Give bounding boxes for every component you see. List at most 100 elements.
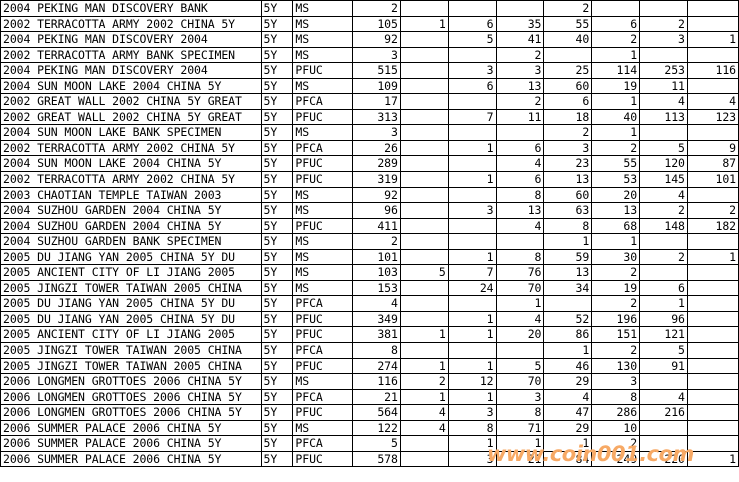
table-row[interactable]: 2004 PEKING MAN DISCOVERY BANK 5Y MS 2 2	[0, 0, 739, 17]
cell-g4: 59	[543, 249, 593, 266]
cell-g7	[687, 326, 739, 344]
cell-description: 2004 SUN MOON LAKE 2004 CHINA 5Y	[0, 155, 262, 173]
table-row[interactable]: 2006 SUMMER PALACE 2006 CHINA 5Y 5Y MS 122 4…	[0, 420, 739, 437]
cell-g1	[400, 140, 449, 157]
table-row[interactable]: 2005 ANCIENT CITY OF LI JIANG 2005 5Y MS 10…	[0, 264, 739, 281]
cell-g7: 87	[687, 155, 739, 173]
cell-total: 105	[352, 16, 401, 33]
table-row[interactable]: 2002 GREAT WALL 2002 CHINA 5Y GREAT 5Y PFC…	[0, 93, 739, 110]
table-row[interactable]: 2004 SUN MOON LAKE 2004 CHINA 5Y 5Y MS 109 6…	[0, 78, 739, 95]
cell-g5: 2	[591, 435, 641, 452]
table-row[interactable]: 2002 TERRACOTTA ARMY 2002 CHINA 5Y 5Y PFUC…	[0, 171, 739, 188]
cell-description: 2005 JINGZI TOWER TAIWAN 2005 CHINA	[0, 358, 262, 375]
table-row[interactable]: 2006 LONGMEN GROTTOES 2006 CHINA 5Y 5Y PFC…	[0, 389, 739, 406]
cell-g4: 60	[543, 78, 593, 95]
table-row[interactable]: 2002 TERRACOTTA ARMY BANK SPECIMEN 5Y MS 3 2…	[0, 47, 739, 64]
table-row[interactable]: 2004 SUN MOON LAKE BANK SPECIMEN 5Y MS 3 2 1	[0, 124, 739, 141]
cell-g2: 3	[448, 404, 497, 421]
table-row[interactable]: 2004 PEKING MAN DISCOVERY 2004 5Y MS 92 5 41 4…	[0, 31, 739, 48]
cell-g7	[687, 264, 739, 281]
table-row[interactable]: 2004 SUZHOU GARDEN 2004 CHINA 5Y 5Y PFUC 41…	[0, 218, 739, 235]
cell-g5: 286	[591, 404, 641, 421]
table-row[interactable]: 2006 LONGMEN GROTTOES 2006 CHINA 5Y 5Y MS 1…	[0, 373, 739, 390]
cell-g3: 8	[496, 187, 545, 204]
cell-total: 101	[352, 249, 401, 266]
cell-grade: MS	[292, 47, 353, 64]
cell-grade: MS	[292, 78, 353, 95]
cell-denomination: 5Y	[261, 404, 294, 421]
cell-g2: 3	[448, 62, 497, 79]
cell-description: 2005 DU JIANG YAN 2005 CHINA 5Y DU	[0, 311, 262, 328]
cell-g6: 148	[639, 218, 688, 235]
cell-grade: PFCA	[292, 93, 353, 110]
cell-g2: 7	[448, 109, 497, 126]
cell-g1	[400, 31, 449, 48]
cell-g3: 1	[496, 435, 545, 452]
cell-total: 319	[352, 171, 401, 188]
cell-g5: 68	[591, 218, 641, 235]
cell-description: 2002 TERRACOTTA ARMY 2002 CHINA 5Y	[0, 16, 262, 33]
cell-g2	[448, 342, 497, 359]
table-row[interactable]: 2005 DU JIANG YAN 2005 CHINA 5Y DU 5Y PFUC…	[0, 311, 739, 328]
cell-g3: 76	[496, 264, 545, 281]
cell-description: 2006 SUMMER PALACE 2006 CHINA 5Y	[0, 451, 262, 468]
cell-g3: 71	[496, 420, 545, 437]
cell-description: 2002 GREAT WALL 2002 CHINA 5Y GREAT	[0, 109, 262, 126]
table-row[interactable]: 2003 CHAOTIAN TEMPLE TAIWAN 2003 5Y MS 92 8 6…	[0, 187, 739, 204]
cell-g2	[448, 124, 497, 141]
cell-total: 5	[352, 435, 401, 452]
table-row[interactable]: 2005 ANCIENT CITY OF LI JIANG 2005 5Y PFUC…	[0, 326, 739, 344]
cell-grade: PFUC	[292, 451, 353, 468]
cell-g2	[448, 155, 497, 173]
cell-g1: 1	[400, 358, 449, 375]
cell-g7: 9	[687, 140, 739, 157]
cell-description: 2005 DU JIANG YAN 2005 CHINA 5Y DU	[0, 249, 262, 266]
cell-g2	[448, 47, 497, 64]
cell-g7: 1	[687, 31, 739, 48]
table-row[interactable]: 2005 JINGZI TOWER TAIWAN 2005 CHINA 5Y MS 1…	[0, 280, 739, 297]
cell-grade: PFCA	[292, 435, 353, 452]
coin-population-table: 2004 PEKING MAN DISCOVERY BANK 5Y MS 2 2 2002…	[0, 0, 739, 468]
cell-g1	[400, 435, 449, 452]
cell-g5: 6	[591, 16, 641, 33]
cell-g6: 11	[639, 78, 688, 95]
cell-description: 2002 TERRACOTTA ARMY 2002 CHINA 5Y	[0, 140, 262, 157]
cell-g7	[687, 389, 739, 406]
cell-g3: 6	[496, 171, 545, 188]
cell-total: 92	[352, 187, 401, 204]
table-row[interactable]: 2005 DU JIANG YAN 2005 CHINA 5Y DU 5Y MS 10…	[0, 249, 739, 266]
table-row[interactable]: 2006 LONGMEN GROTTOES 2006 CHINA 5Y 5Y PFU…	[0, 404, 739, 421]
cell-g6: 216	[639, 404, 688, 421]
cell-g2: 7	[448, 264, 497, 281]
table-row[interactable]: 2004 SUZHOU GARDEN BANK SPECIMEN 5Y MS 2 1 1	[0, 233, 739, 250]
cell-description: 2004 PEKING MAN DISCOVERY BANK	[0, 0, 262, 17]
cell-g7	[687, 47, 739, 64]
table-row[interactable]: 2004 SUN MOON LAKE 2004 CHINA 5Y 5Y PFUC 28…	[0, 155, 739, 173]
cell-g7	[687, 311, 739, 328]
cell-g6	[639, 124, 688, 141]
cell-g6: 4	[639, 187, 688, 204]
cell-g1	[400, 202, 449, 219]
table-row[interactable]: 2004 PEKING MAN DISCOVERY 2004 5Y PFUC 515 3…	[0, 62, 739, 79]
cell-grade: PFCA	[292, 295, 353, 312]
table-row[interactable]: 2004 SUZHOU GARDEN 2004 CHINA 5Y 5Y MS 96 3 1…	[0, 202, 739, 219]
table-row[interactable]: 2005 DU JIANG YAN 2005 CHINA 5Y DU 5Y PFCA…	[0, 295, 739, 312]
table-row[interactable]: 2002 TERRACOTTA ARMY 2002 CHINA 5Y 5Y MS 10…	[0, 16, 739, 33]
table-row[interactable]: 2005 JINGZI TOWER TAIWAN 2005 CHINA 5Y PFU…	[0, 358, 739, 375]
table-row[interactable]: 2006 SUMMER PALACE 2006 CHINA 5Y 5Y PFCA 5 1…	[0, 435, 739, 452]
cell-g2: 1	[448, 140, 497, 157]
cell-grade: PFUC	[292, 311, 353, 328]
table-row[interactable]: 2005 JINGZI TOWER TAIWAN 2005 CHINA 5Y PFC…	[0, 342, 739, 359]
cell-denomination: 5Y	[261, 109, 294, 126]
cell-g5	[591, 0, 641, 17]
cell-description: 2004 SUZHOU GARDEN 2004 CHINA 5Y	[0, 218, 262, 235]
cell-total: 515	[352, 62, 401, 79]
cell-g7	[687, 373, 739, 390]
table-row[interactable]: 2006 SUMMER PALACE 2006 CHINA 5Y 5Y PFUC 57…	[0, 451, 739, 468]
table-row[interactable]: 2002 GREAT WALL 2002 CHINA 5Y GREAT 5Y PFU…	[0, 109, 739, 126]
cell-g4: 1	[543, 435, 593, 452]
cell-denomination: 5Y	[261, 342, 294, 359]
cell-g7	[687, 404, 739, 421]
cell-denomination: 5Y	[261, 0, 294, 17]
table-row[interactable]: 2002 TERRACOTTA ARMY 2002 CHINA 5Y 5Y PFCA…	[0, 140, 739, 157]
